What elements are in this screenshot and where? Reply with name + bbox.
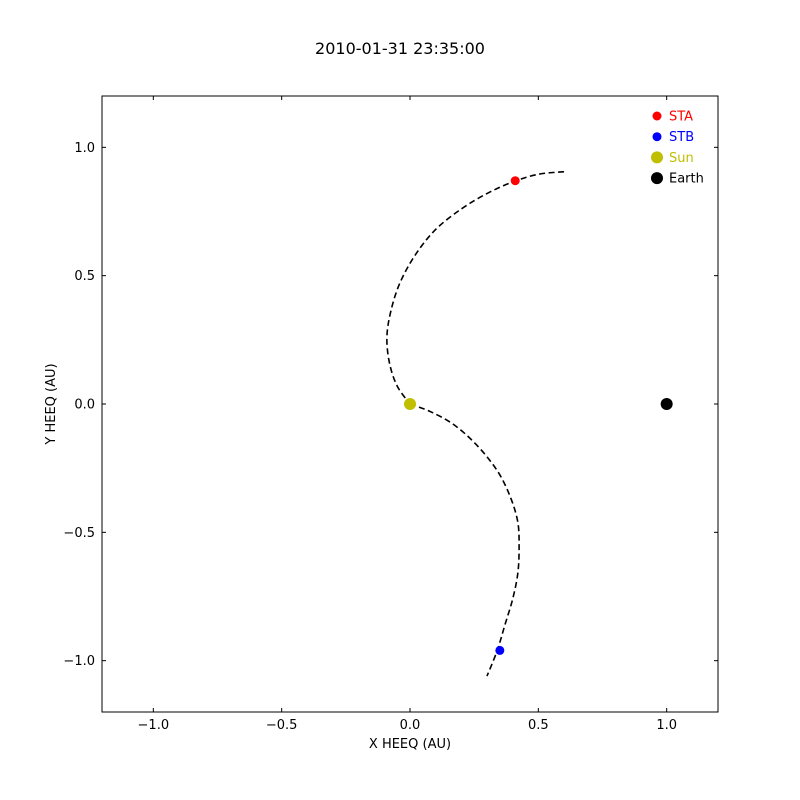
legend-label-stb: STB [669, 130, 694, 145]
x-axis-label: X HEEQ (AU) [369, 737, 451, 752]
legend-label-earth: Earth [669, 172, 704, 187]
y-tick-label: −1.0 [63, 654, 95, 669]
y-tick-label: 1.0 [74, 141, 95, 156]
x-tick-label: 0.5 [528, 718, 549, 733]
x-tick-label: −1.0 [138, 718, 170, 733]
x-tick-label: 1.0 [656, 718, 677, 733]
point-sta [510, 176, 520, 186]
y-tick-label: 0.0 [74, 398, 95, 413]
spiral-line [409, 403, 520, 677]
legend-label-sun: Sun [669, 151, 694, 166]
point-earth [660, 398, 673, 410]
axis-ticks: −1.0 −0.5 0.0 0.5 1.0 −1.0 −0.5 0.0 0.5 1.0 [63, 96, 718, 733]
legend-label-sta: STA [669, 110, 693, 125]
x-tick-label: 0.0 [400, 718, 421, 733]
y-tick-label: 0.5 [74, 269, 95, 284]
data-points [404, 176, 673, 655]
y-tick-label: −0.5 [63, 526, 95, 541]
spiral-line [386, 170, 565, 405]
legend-marker-earth [651, 172, 663, 185]
legend: STA STB Sun Earth [651, 110, 704, 187]
legend-marker-sun [651, 151, 663, 164]
legend-marker-stb [652, 132, 662, 142]
x-tick-label: −0.5 [266, 718, 298, 733]
spiral-lines [386, 170, 565, 677]
point-sun [404, 398, 416, 410]
legend-marker-sta [652, 111, 662, 121]
point-stb [495, 645, 505, 655]
y-axis-label: Y HEEQ (AU) [44, 363, 59, 445]
chart-title: 2010-01-31 23:35:00 [315, 39, 485, 58]
